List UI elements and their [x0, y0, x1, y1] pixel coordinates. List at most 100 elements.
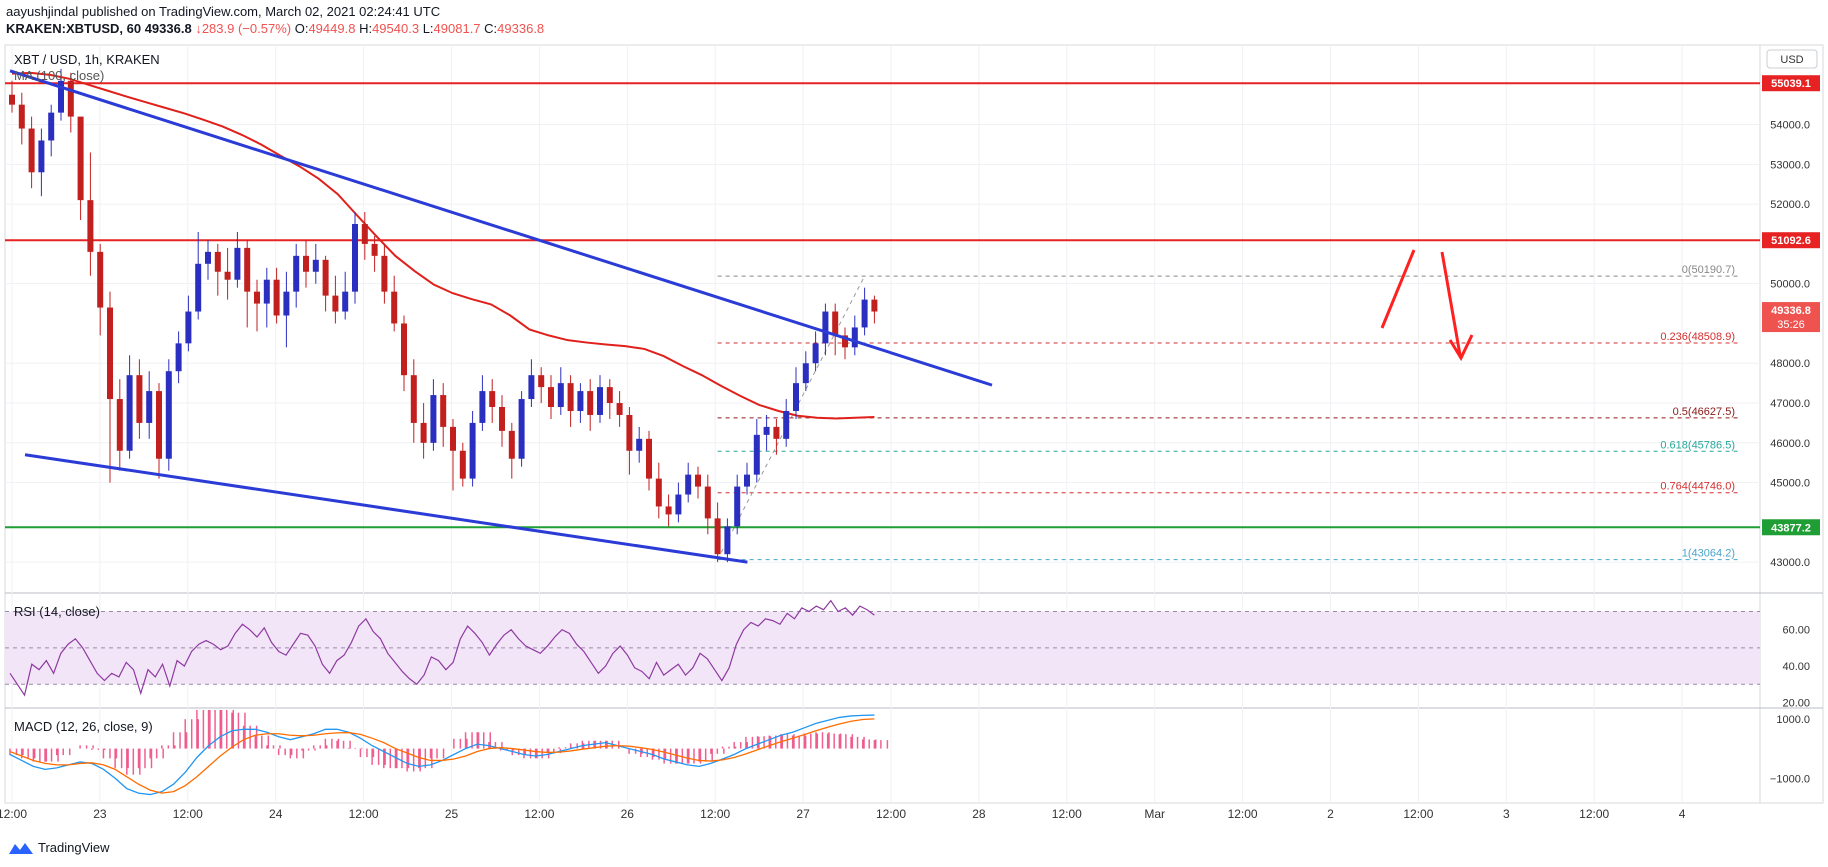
candle-body — [38, 140, 45, 173]
forecast-arrows[interactable] — [1380, 249, 1474, 362]
high-value: 49540.3 — [372, 21, 420, 36]
footer: TradingView — [8, 840, 110, 855]
footer-brand[interactable]: TradingView — [38, 840, 110, 855]
rsi-tick-label: 20.00 — [1782, 697, 1810, 709]
x-tick-label: 12:00 — [1579, 807, 1609, 821]
price-label-text: 43877.2 — [1771, 522, 1811, 534]
candle-body — [97, 251, 104, 308]
x-tick-label: 12:00 — [173, 807, 203, 821]
candle-body — [685, 474, 692, 495]
candle-body — [832, 311, 839, 336]
signal-line — [9, 718, 875, 794]
candle-body — [744, 474, 750, 487]
x-tick-label: 27 — [796, 807, 810, 821]
candle-body — [861, 299, 868, 328]
rsi-pane — [5, 599, 1760, 697]
candle-body — [518, 399, 525, 459]
candle-body — [587, 391, 594, 415]
candle-body — [440, 395, 447, 427]
low-value: 49081.7 — [433, 21, 481, 36]
candle-body — [557, 383, 564, 408]
price-tick-label: 47000.0 — [1770, 398, 1810, 410]
up-arrow — [1380, 249, 1416, 329]
price-label-tag — [1762, 232, 1820, 249]
candle-body — [332, 295, 339, 312]
candle-body — [646, 438, 652, 479]
candle-body — [146, 391, 153, 423]
candle-body — [538, 375, 545, 388]
open-value: 49449.8 — [308, 21, 356, 36]
x-tick-label: 12:00 — [349, 807, 379, 821]
candle-body — [234, 247, 241, 280]
fib-level-label: 0.618(45786.5) — [1660, 439, 1735, 451]
candle-body — [401, 323, 407, 376]
symbol: KRAKEN:XBTUSD, 60 — [6, 21, 142, 36]
currency-button[interactable] — [1766, 49, 1818, 69]
x-tick-label: 12:00 — [1403, 807, 1433, 821]
rsi-band — [5, 611, 1760, 685]
candle-body — [508, 430, 515, 459]
x-tick-label: 3 — [1503, 807, 1510, 821]
candle-body — [67, 80, 74, 117]
price-change: ↓283.9 (−0.57%) — [195, 21, 292, 36]
last-price: 49336.8 — [144, 21, 192, 36]
candle-body — [224, 271, 231, 280]
trendlines[interactable] — [9, 69, 993, 564]
price-tick-label: 45000.0 — [1770, 478, 1810, 490]
grid — [5, 45, 1760, 803]
candle-body — [283, 291, 290, 316]
price-tick-label: 50000.0 — [1770, 279, 1810, 291]
candle-body — [28, 128, 35, 173]
price-tick-label: 53000.0 — [1770, 159, 1810, 171]
chart-frame — [4, 44, 1824, 804]
price-label-tag — [1762, 519, 1820, 536]
horizontal-levels — [5, 82, 1760, 529]
fibonacci-retracement[interactable]: 0(50190.7) 0.236(48508.9) 0.5(46627.5) 0.61… — [717, 264, 1740, 561]
high-label: H: — [359, 21, 373, 36]
candle-body — [214, 251, 221, 272]
candle-body — [812, 343, 819, 364]
candle-body — [499, 407, 505, 431]
candle-body — [175, 343, 182, 372]
x-tick-label: 26 — [621, 807, 635, 821]
x-tick-label: 12:00 — [0, 807, 27, 821]
rsi-tick-label: 40.00 — [1782, 661, 1810, 673]
x-tick-label: 4 — [1679, 807, 1686, 821]
price-label-text: 55039.1 — [1771, 78, 1811, 90]
candle-body — [842, 335, 848, 348]
candle-body — [479, 391, 486, 423]
descending-trendline-upper — [9, 69, 993, 387]
candle-body — [577, 391, 584, 411]
legend-macd: MACD (12, 26, close, 9) — [14, 719, 153, 734]
price-tick-label: 54000.0 — [1770, 120, 1810, 132]
author-name[interactable]: aayushjindal — [6, 4, 79, 19]
candle-body — [312, 259, 319, 272]
candle-body — [734, 486, 741, 527]
down-arrow — [1440, 251, 1462, 356]
descending-trendline-lower — [24, 453, 748, 564]
candle-body — [58, 80, 64, 113]
macd-tick-label: −1000.0 — [1770, 773, 1810, 785]
price-labels: 55039.1 51092.6 49336.8 35:26 43877.2 — [1762, 75, 1820, 536]
rsi-line — [9, 599, 875, 697]
candle-body — [342, 291, 349, 312]
candle-body — [548, 387, 554, 408]
macd-pane — [9, 710, 889, 796]
candle-body — [763, 426, 770, 435]
price-label-tag — [1762, 302, 1820, 333]
low-label: L: — [422, 21, 434, 36]
open-label: O: — [294, 21, 309, 36]
x-tick-label: 12:00 — [524, 807, 554, 821]
price-tick-label: 48000.0 — [1770, 358, 1810, 370]
close-value: 49336.8 — [497, 21, 545, 36]
candle-body — [156, 391, 162, 459]
moving-average — [11, 71, 875, 420]
fib-diagonal — [717, 275, 866, 560]
candlesticks — [9, 68, 878, 563]
candle-body — [695, 474, 701, 487]
candle-body — [263, 279, 270, 304]
candle-body — [322, 259, 329, 296]
candle-body — [273, 279, 280, 316]
price-tick-label: 52000.0 — [1770, 199, 1810, 211]
